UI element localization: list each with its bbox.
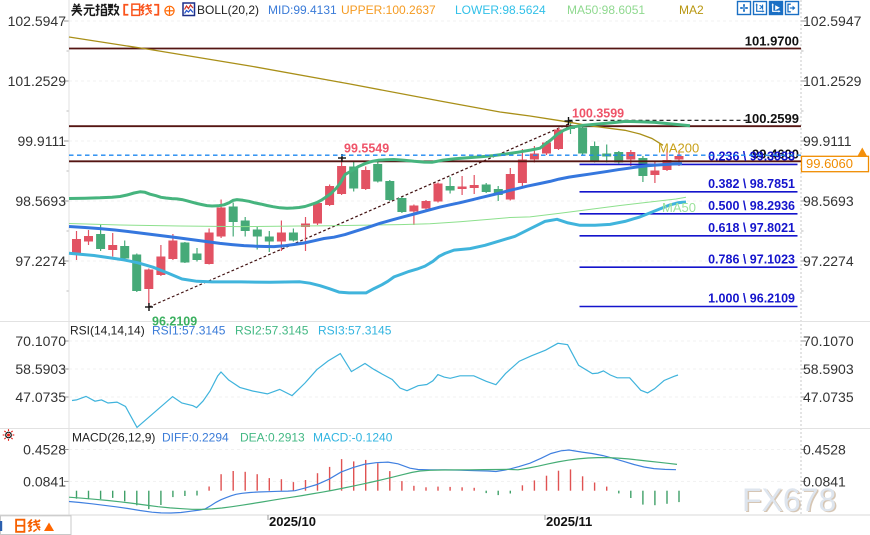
- svg-text:47.0735: 47.0735: [803, 389, 854, 405]
- svg-text:RSI3:57.3145: RSI3:57.3145: [318, 324, 392, 338]
- svg-text:99.9111: 99.9111: [17, 133, 66, 149]
- svg-text:96.2109: 96.2109: [152, 315, 197, 329]
- svg-text:102.5947: 102.5947: [8, 13, 67, 29]
- svg-text:100.2599: 100.2599: [745, 111, 799, 126]
- svg-text:MID:99.4131: MID:99.4131: [268, 3, 337, 17]
- svg-text:0.0841: 0.0841: [23, 473, 66, 489]
- svg-text:0.500 \ 98.2936: 0.500 \ 98.2936: [708, 199, 795, 213]
- svg-text:99.6060: 99.6060: [806, 156, 853, 171]
- svg-text:58.5903: 58.5903: [15, 361, 66, 377]
- svg-text:97.2274: 97.2274: [15, 253, 66, 269]
- svg-text:70.1070: 70.1070: [803, 333, 854, 349]
- svg-text:97.2274: 97.2274: [803, 253, 854, 269]
- svg-text:102.5947: 102.5947: [803, 13, 862, 29]
- svg-text:2025/11: 2025/11: [546, 514, 592, 529]
- svg-text:MA50: MA50: [662, 200, 696, 215]
- svg-text:1.000 \ 96.2109: 1.000 \ 96.2109: [708, 292, 795, 306]
- svg-text:58.5903: 58.5903: [803, 361, 854, 377]
- svg-text:LOWER:98.5624: LOWER:98.5624: [455, 3, 546, 17]
- svg-text:FX678: FX678: [744, 483, 838, 519]
- svg-text:MA200: MA200: [658, 141, 699, 156]
- svg-text:MA50:98.6051: MA50:98.6051: [567, 3, 645, 17]
- svg-text:BOLL(20,2): BOLL(20,2): [197, 3, 259, 17]
- svg-text:RSI2:57.3145: RSI2:57.3145: [235, 324, 309, 338]
- svg-text:70.1070: 70.1070: [15, 333, 66, 349]
- svg-text:RSI1:57.3145: RSI1:57.3145: [152, 324, 226, 338]
- svg-text:99.4600: 99.4600: [752, 146, 799, 161]
- svg-text:FX678: FX678: [742, 482, 836, 518]
- svg-text:MACD(26,12,9): MACD(26,12,9): [72, 431, 155, 445]
- svg-text:DIFF:0.2294: DIFF:0.2294: [162, 431, 229, 445]
- svg-text:2025/10: 2025/10: [269, 514, 316, 529]
- svg-text:0.786 \ 97.1023: 0.786 \ 97.1023: [708, 252, 795, 266]
- svg-text:99.5549: 99.5549: [344, 142, 389, 156]
- svg-text:98.5693: 98.5693: [15, 193, 66, 209]
- svg-text:100.3599: 100.3599: [572, 107, 624, 121]
- svg-text:0.0841: 0.0841: [803, 473, 846, 489]
- svg-text:0.4528: 0.4528: [803, 442, 846, 458]
- svg-text:UPPER:100.2637: UPPER:100.2637: [341, 3, 436, 17]
- svg-text:101.2529: 101.2529: [8, 73, 67, 89]
- svg-text:0.236 \ 99.3933: 0.236 \ 99.3933: [708, 150, 795, 164]
- svg-text:99.9111: 99.9111: [803, 133, 852, 149]
- svg-text:47.0735: 47.0735: [15, 389, 66, 405]
- svg-text:0.4528: 0.4528: [23, 442, 66, 458]
- svg-text:101.9700: 101.9700: [745, 34, 799, 49]
- svg-text:101.2529: 101.2529: [803, 73, 862, 89]
- svg-text:RSI(14,14,14): RSI(14,14,14): [70, 324, 145, 338]
- svg-text:98.5693: 98.5693: [803, 193, 854, 209]
- svg-text:MACD:-0.1240: MACD:-0.1240: [313, 431, 393, 445]
- svg-text:DEA:0.2913: DEA:0.2913: [240, 431, 305, 445]
- svg-text:0.618 \ 97.8021: 0.618 \ 97.8021: [708, 221, 795, 235]
- svg-text:MA2: MA2: [679, 3, 704, 17]
- svg-text:0.382 \ 98.7851: 0.382 \ 98.7851: [708, 177, 795, 191]
